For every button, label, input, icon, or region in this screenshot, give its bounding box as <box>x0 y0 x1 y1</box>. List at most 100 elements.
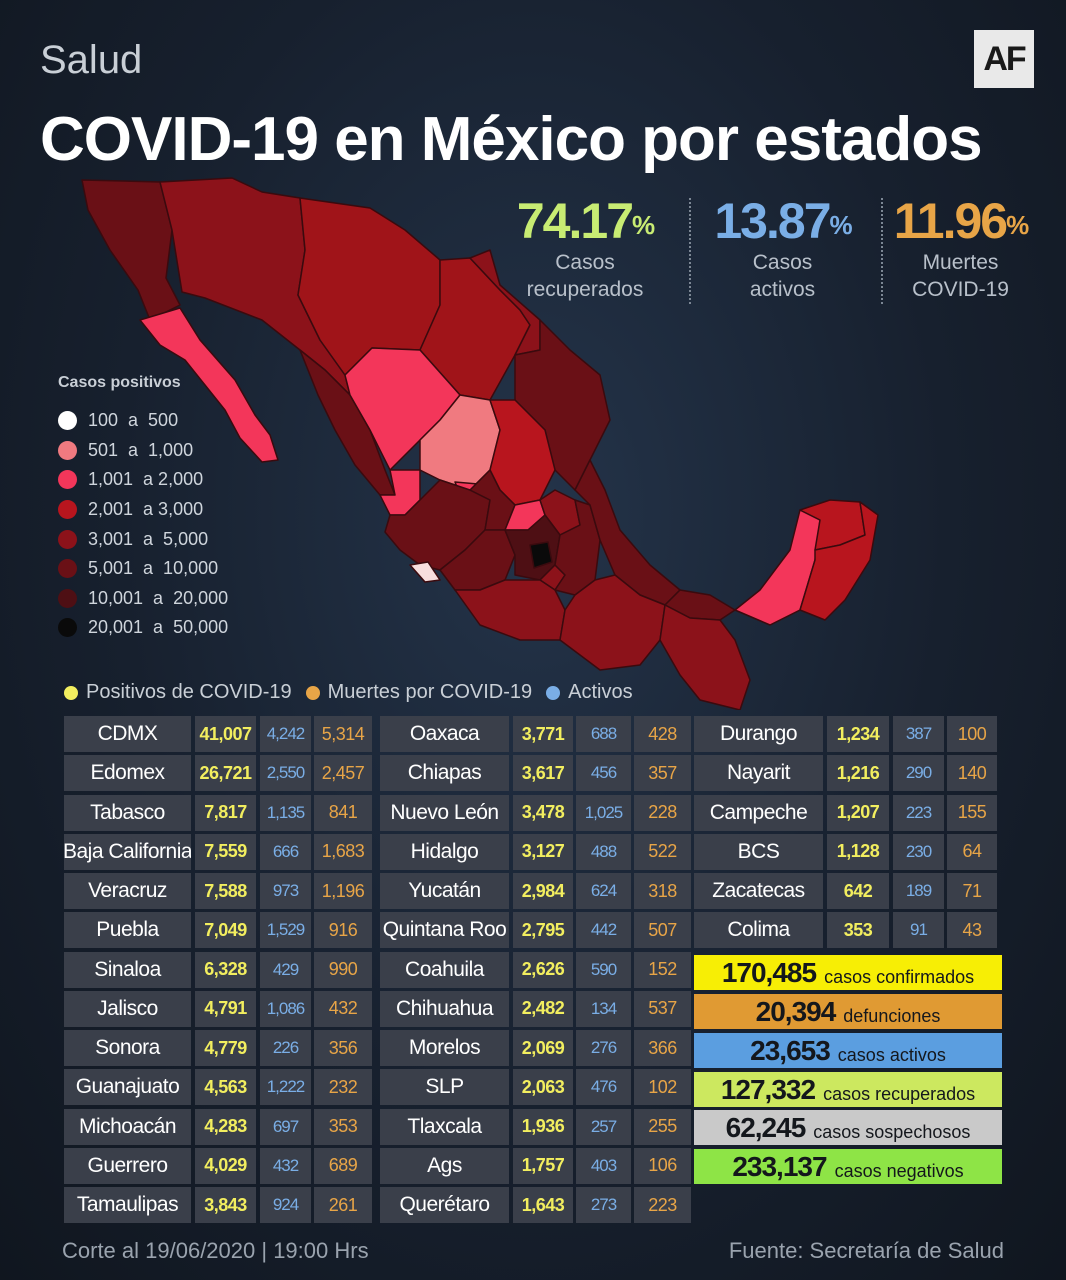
legend-dot-icon <box>58 411 77 431</box>
footer-date: Corte al 19/06/2020 | 19:00 Hrs <box>62 1238 369 1263</box>
active-count: 666 <box>260 833 311 870</box>
active-count: 432 <box>260 1147 311 1184</box>
positive-count: 26,721 <box>195 755 256 792</box>
footer-source: Fuente: Secretaría de Salud <box>728 1238 1004 1263</box>
total-number: 23,653 <box>750 1035 831 1066</box>
active-count: 442 <box>576 912 631 949</box>
positive-count: 3,478 <box>513 794 573 831</box>
positive-count: 1,234 <box>827 716 889 752</box>
stat-recuperados-value: 74.17% <box>516 193 655 249</box>
positive-count: 3,617 <box>513 755 573 792</box>
map-state-chiapas <box>659 604 751 710</box>
positive-count: 2,795 <box>513 912 573 949</box>
legend-title: Casos positivos <box>58 374 181 391</box>
total-box: 170,485 casos confirmados <box>694 955 1002 990</box>
legend-item: 501 a 1,000 <box>58 436 228 466</box>
state-name: Nayarit <box>694 755 823 792</box>
active-count: 1,529 <box>260 912 311 949</box>
total-label: casos activos <box>837 1045 946 1065</box>
mexico-map <box>81 177 879 710</box>
positive-count: 41,007 <box>195 716 256 752</box>
positive-count: 2,069 <box>513 1030 573 1066</box>
legend-dot-icon <box>58 588 77 608</box>
positive-count: 2,984 <box>513 873 573 909</box>
total-label: defunciones <box>843 1006 941 1026</box>
key-item: Muertes por COVID-19 <box>305 681 532 704</box>
state-name: Guerrero <box>64 1147 191 1184</box>
positive-count: 2,063 <box>513 1069 573 1106</box>
positive-count: 642 <box>827 873 889 909</box>
state-name: Campeche <box>694 794 823 831</box>
stat-divider <box>689 198 691 304</box>
legend-dot-icon <box>58 529 77 549</box>
map-state-oaxaca <box>559 574 666 671</box>
total-box: 127,332 casos recuperados <box>694 1072 1002 1107</box>
positive-count: 4,029 <box>195 1147 256 1184</box>
positive-count: 3,771 <box>513 716 573 752</box>
total-number: 20,394 <box>755 996 837 1027</box>
active-count: 134 <box>576 990 631 1027</box>
total-label: casos sospechosos <box>813 1122 971 1142</box>
state-name: Guanajuato <box>64 1069 191 1106</box>
legend-item: 1,001 a 2,000 <box>58 465 228 495</box>
active-count: 257 <box>576 1108 631 1145</box>
death-count: 1,196 <box>314 873 372 909</box>
table-key: Positivos de COVID-19 Muertes por COVID-1… <box>64 681 647 704</box>
key-item: Activos <box>546 681 633 704</box>
death-count: 507 <box>634 912 691 949</box>
positive-count: 7,817 <box>195 794 256 831</box>
active-count: 230 <box>893 833 944 870</box>
total-number: 233,137 <box>732 1151 827 1182</box>
total-box: 20,394 defunciones <box>694 994 1002 1029</box>
state-name: Quintana Roo <box>380 912 509 949</box>
legend-label: 501 a 1,000 <box>88 439 194 460</box>
active-count: 924 <box>260 1187 311 1223</box>
active-count: 403 <box>576 1147 631 1184</box>
active-count: 276 <box>576 1030 631 1066</box>
positive-count: 1,643 <box>513 1187 573 1223</box>
stat-activos-value: 13.87% <box>714 193 852 249</box>
death-count: 318 <box>634 873 691 909</box>
positive-count: 353 <box>827 912 889 949</box>
active-count: 189 <box>893 873 944 909</box>
key-dot-icon <box>305 685 320 700</box>
key-dot-icon <box>546 685 561 700</box>
state-name: SLP <box>380 1069 509 1106</box>
state-name: Yucatán <box>380 873 509 909</box>
legend-label: 100 a 500 <box>88 410 179 431</box>
active-count: 488 <box>576 833 631 870</box>
total-number: 170,485 <box>721 957 817 988</box>
legend-label: 2,001 a 3,000 <box>88 499 204 520</box>
stat-activos: 13.87% Casos activos <box>700 196 865 303</box>
death-count: 223 <box>634 1187 691 1223</box>
death-count: 428 <box>634 716 691 752</box>
death-count: 43 <box>947 912 997 949</box>
total-box: 62,245 casos sospechosos <box>694 1110 1002 1145</box>
key-label: Activos <box>568 681 633 703</box>
key-item: Positivos de COVID-19 <box>64 681 292 704</box>
positive-count: 1,757 <box>513 1147 573 1184</box>
state-name: BCS <box>694 833 823 870</box>
active-count: 91 <box>893 912 944 949</box>
positive-count: 1,207 <box>827 794 889 831</box>
state-name: Baja California <box>64 833 191 870</box>
death-count: 152 <box>634 951 691 988</box>
state-name: Durango <box>694 716 823 752</box>
death-count: 353 <box>314 1108 372 1145</box>
legend-dot-icon <box>58 470 77 490</box>
death-count: 255 <box>634 1108 691 1145</box>
key-dot-icon <box>64 685 78 700</box>
death-count: 522 <box>634 833 691 870</box>
positive-count: 7,559 <box>195 833 256 870</box>
state-name: Edomex <box>64 755 191 792</box>
legend-item: 3,001 a 5,000 <box>58 524 228 554</box>
positive-count: 7,049 <box>195 912 256 949</box>
state-name: Colima <box>694 912 823 949</box>
active-count: 4,242 <box>260 716 311 752</box>
active-count: 1,222 <box>260 1069 311 1106</box>
death-count: 232 <box>314 1069 372 1106</box>
death-count: 356 <box>314 1030 372 1066</box>
state-name: CDMX <box>64 716 191 752</box>
legend-label: 3,001 a 5,000 <box>88 528 209 549</box>
death-count: 155 <box>947 794 997 831</box>
